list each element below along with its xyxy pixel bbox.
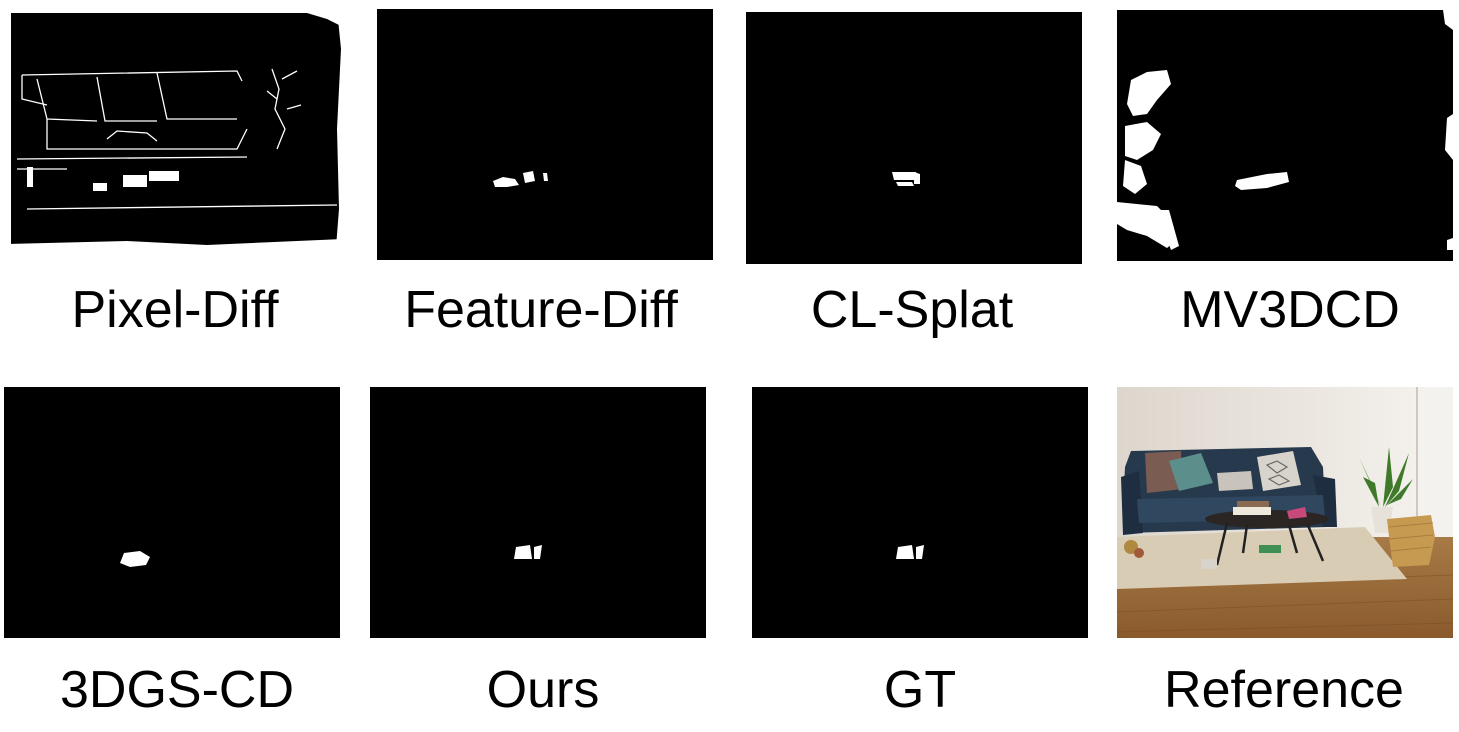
caption-gt: GT bbox=[883, 661, 957, 719]
caption-reference: Reference bbox=[1164, 661, 1404, 719]
panel-pixel-diff-mask bbox=[7, 9, 343, 260]
panel-gt-mask bbox=[752, 387, 1088, 638]
feature-diff-mask-image bbox=[493, 171, 548, 187]
panel-mv3dcd-mask bbox=[1117, 10, 1453, 261]
gt-mask-image bbox=[896, 545, 924, 559]
caption-ours: Ours bbox=[486, 661, 600, 719]
caption-feature-diff: Feature-Diff bbox=[404, 281, 678, 339]
caption-pixel-diff: Pixel-Diff bbox=[71, 281, 279, 339]
caption-cl-splat: CL-Splat bbox=[810, 281, 1014, 339]
panel-cl-splat-mask bbox=[746, 12, 1082, 264]
panel-3dgs-cd-mask bbox=[4, 387, 340, 638]
3dgs-cd-mask-image bbox=[120, 551, 150, 567]
cl-splat-mask-image bbox=[892, 172, 920, 186]
panel-reference-photo bbox=[1117, 387, 1453, 638]
pixel-diff-mask-image bbox=[7, 9, 343, 260]
mv3dcd-mask-image bbox=[1117, 10, 1453, 250]
reference-room-image bbox=[1117, 387, 1453, 638]
panel-feature-diff-mask bbox=[377, 9, 713, 260]
panel-ours-mask bbox=[370, 387, 706, 638]
caption-3dgs-cd: 3DGS-CD bbox=[59, 661, 295, 719]
caption-mv3dcd: MV3DCD bbox=[1180, 281, 1400, 339]
ours-mask-image bbox=[514, 545, 542, 559]
